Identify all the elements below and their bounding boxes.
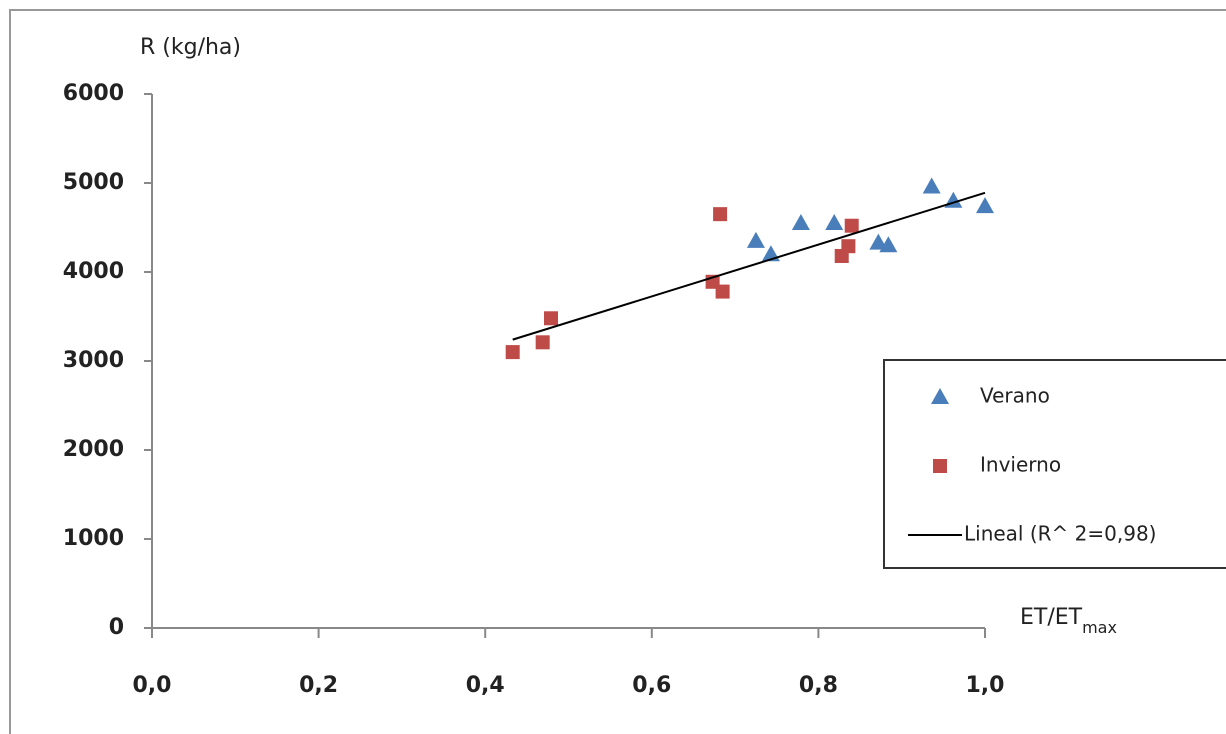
- y-tick-label: 6000: [63, 81, 124, 106]
- y-tick-label: 5000: [63, 170, 124, 195]
- point: [505, 345, 520, 360]
- x-tick-label: 0,2: [299, 673, 338, 698]
- y-axis-title: R (kg/ha): [140, 35, 241, 60]
- point: [976, 197, 994, 214]
- x-axis-title-sub: max: [1082, 618, 1117, 637]
- y-tick-label: 2000: [63, 437, 124, 462]
- point: [879, 236, 898, 253]
- point: [841, 239, 856, 254]
- point: [844, 218, 859, 233]
- x-tick-label: 0,6: [632, 673, 671, 698]
- x-tick-label: 0,0: [133, 673, 172, 698]
- frame: [9, 9, 1226, 734]
- x-tick-label: 1,0: [966, 673, 1005, 698]
- y-tick-label: 4000: [63, 259, 124, 284]
- point: [922, 177, 941, 194]
- trend-line: [512, 191, 986, 341]
- legend-swatch: [931, 388, 949, 404]
- x-tick-label: 0,8: [799, 673, 838, 698]
- legend-label: Lineal (R^ 2=0,98): [964, 522, 1156, 546]
- legend-swatch: [933, 459, 947, 473]
- x-axis-title-main: ET/ET: [1020, 605, 1083, 630]
- x-tick-label: 0,4: [466, 673, 505, 698]
- point: [713, 207, 728, 222]
- y-tick-label: 3000: [63, 348, 124, 373]
- point: [869, 233, 888, 250]
- y-tick-label: 1000: [63, 526, 124, 551]
- point: [715, 284, 730, 299]
- point: [746, 231, 765, 248]
- legend-label: Invierno: [980, 453, 1061, 477]
- y-tick-label: 0: [109, 615, 124, 640]
- x-axis-title: ET/ETmax: [1020, 605, 1117, 637]
- point: [825, 214, 844, 231]
- point: [535, 335, 550, 350]
- point: [544, 311, 559, 326]
- legend-label: Verano: [980, 384, 1050, 408]
- point: [791, 214, 810, 231]
